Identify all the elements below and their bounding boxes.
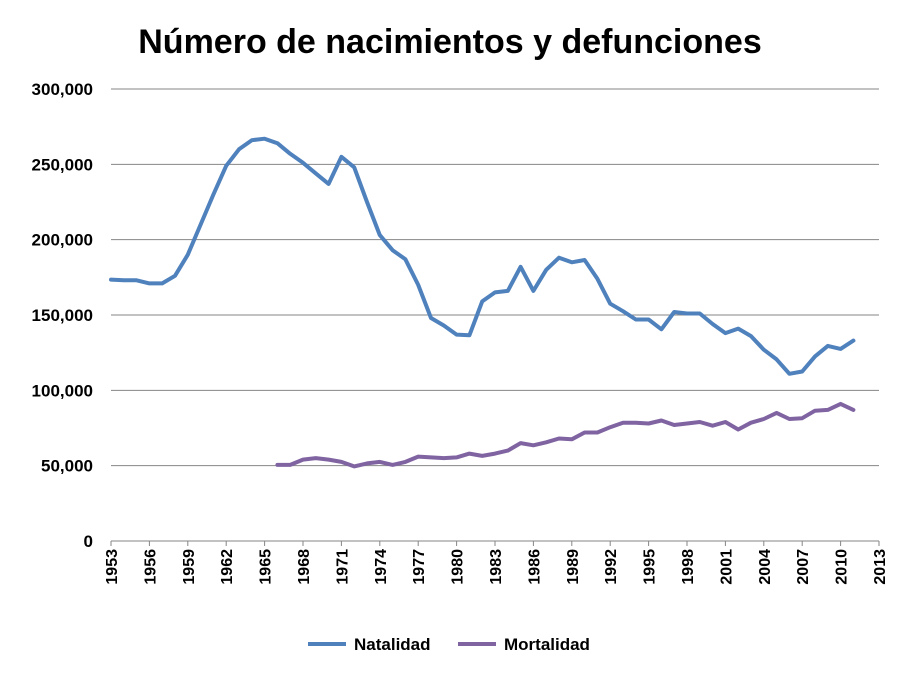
x-tick-label: 2013 bbox=[872, 549, 889, 585]
gridlines bbox=[111, 88, 879, 542]
x-tick-label: 1959 bbox=[181, 549, 198, 585]
chart-title: Número de nacimientos y defunciones bbox=[138, 23, 761, 61]
legend-label-natalidad: Natalidad bbox=[354, 635, 431, 654]
x-tick-label: 1968 bbox=[296, 549, 313, 585]
x-tick-label: 1983 bbox=[488, 549, 505, 585]
x-tick-label: 2001 bbox=[718, 549, 735, 585]
x-tick-label: 1962 bbox=[219, 549, 236, 585]
x-tick-label: 1974 bbox=[373, 549, 390, 585]
x-tick-label: 1965 bbox=[258, 549, 275, 585]
x-tick-label: 1956 bbox=[142, 549, 159, 585]
series-line-mortalidad bbox=[275, 401, 856, 469]
series-line-natalidad bbox=[109, 136, 856, 376]
x-axis-ticks: 1953 1956 1959 1962 1965 1968 1971 1974 1977 1980… bbox=[104, 541, 889, 585]
x-tick-label: 1977 bbox=[411, 549, 428, 585]
y-tick-label: 300,000 bbox=[32, 80, 93, 99]
y-tick-label: 200,000 bbox=[32, 231, 93, 250]
y-tick-label: 250,000 bbox=[32, 155, 93, 174]
x-tick-label: 2007 bbox=[795, 549, 812, 585]
y-axis-ticks: 0 50,000 100,000 150,000 200,000 250,000 300,0… bbox=[32, 80, 93, 551]
x-tick-label: 1971 bbox=[334, 549, 351, 585]
y-tick-label: 50,000 bbox=[41, 457, 93, 476]
x-tick-label: 1989 bbox=[565, 549, 582, 585]
x-tick-label: 2004 bbox=[757, 549, 774, 585]
x-tick-label: 1998 bbox=[680, 549, 697, 585]
x-tick-label: 2010 bbox=[834, 549, 851, 585]
y-tick-label: 150,000 bbox=[32, 306, 93, 325]
series-lines bbox=[109, 136, 856, 469]
legend-label-mortalidad: Mortalidad bbox=[504, 635, 590, 654]
x-tick-label: 1986 bbox=[526, 549, 543, 585]
x-tick-label: 1992 bbox=[603, 549, 620, 585]
legend: Natalidad Mortalidad bbox=[308, 635, 590, 654]
x-tick-label: 1980 bbox=[450, 549, 467, 585]
x-tick-label: 1995 bbox=[642, 549, 659, 585]
x-tick-label: 1953 bbox=[104, 549, 121, 585]
y-tick-label: 0 bbox=[84, 532, 93, 551]
y-tick-label: 100,000 bbox=[32, 381, 93, 400]
